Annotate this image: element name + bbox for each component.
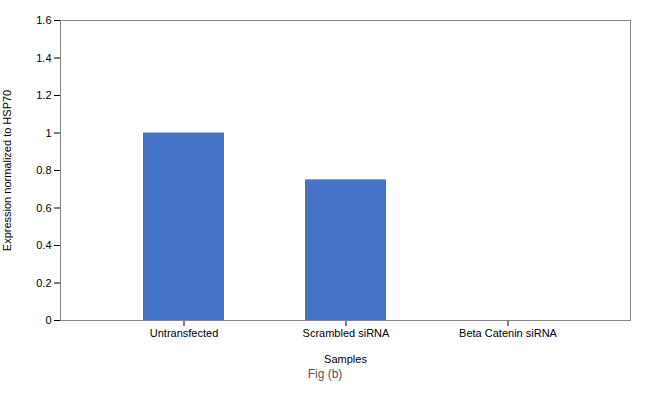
html-text:Fig (b): Fig (b) — [307, 367, 343, 381]
svg-text:1.4: 1.4 — [36, 52, 51, 64]
svg-text:Scrambled siRNA: Scrambled siRNA — [303, 327, 390, 339]
svg-text:0: 0 — [45, 314, 51, 326]
svg-text:1: 1 — [45, 127, 51, 139]
svg-text:0.2: 0.2 — [36, 277, 51, 289]
svg-text:Samples: Samples — [324, 353, 367, 365]
svg-text:Beta Catenin siRNA: Beta Catenin siRNA — [459, 327, 557, 339]
svg-text:0.8: 0.8 — [36, 164, 51, 176]
svg-text:Expression normalized to HSP70: Expression normalized to HSP70 — [1, 90, 13, 251]
svg-text:1.2: 1.2 — [36, 89, 51, 101]
svg-text:1.6: 1.6 — [36, 14, 51, 26]
svg-text:0.4: 0.4 — [36, 239, 51, 251]
svg-text:0.6: 0.6 — [36, 202, 51, 214]
svg-text:Untransfected: Untransfected — [150, 327, 218, 339]
